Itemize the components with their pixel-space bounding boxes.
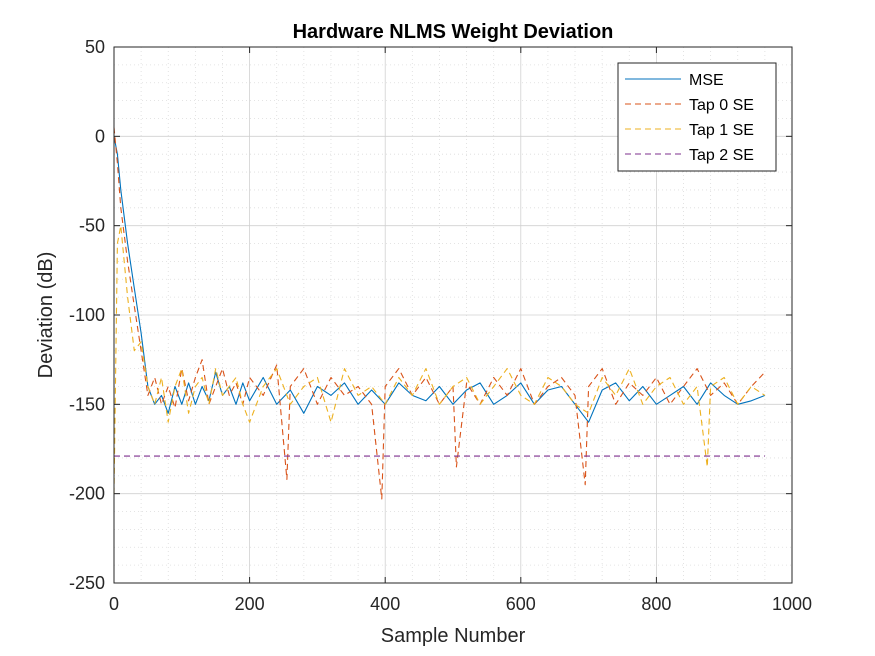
chart-title: Hardware NLMS Weight Deviation xyxy=(293,21,614,43)
x-tick-label: 0 xyxy=(109,594,119,614)
axes xyxy=(113,46,793,584)
y-tick-label: -150 xyxy=(69,394,105,414)
y-axis-label: Deviation (dB) xyxy=(35,252,57,379)
series-layer xyxy=(113,127,766,500)
x-tick-label: 400 xyxy=(370,594,400,614)
legend-label-tap-1-se: Tap 1 SE xyxy=(689,122,754,139)
legend-label-tap-2-se: Tap 2 SE xyxy=(689,147,754,164)
x-tick-label: 1000 xyxy=(772,594,812,614)
y-tick-label: -250 xyxy=(69,573,105,593)
legend-box xyxy=(617,62,777,172)
y-tick-label: -100 xyxy=(69,305,105,325)
x-tick-label: 200 xyxy=(235,594,265,614)
x-tick-label: 600 xyxy=(506,594,536,614)
y-tick-label: 0 xyxy=(95,126,105,146)
legend: MSE Tap 0 SE Tap 1 SE Tap 2 SE xyxy=(617,62,777,172)
y-tick-label: -200 xyxy=(69,484,105,504)
series-tap-1-se xyxy=(113,225,766,494)
y-tick-label: -50 xyxy=(79,216,105,236)
series-tap-0-se xyxy=(113,127,766,500)
legend-label-tap-0-se: Tap 0 SE xyxy=(689,97,754,114)
tick-labels: 0 200 400 600 800 1000 -250 -200 -150 -100 -50 0 50 xyxy=(69,37,812,614)
y-tick-label: 50 xyxy=(85,37,105,57)
x-axis-label: Sample Number xyxy=(381,625,526,647)
legend-label-mse: MSE xyxy=(689,72,724,89)
x-tick-label: 800 xyxy=(641,594,671,614)
